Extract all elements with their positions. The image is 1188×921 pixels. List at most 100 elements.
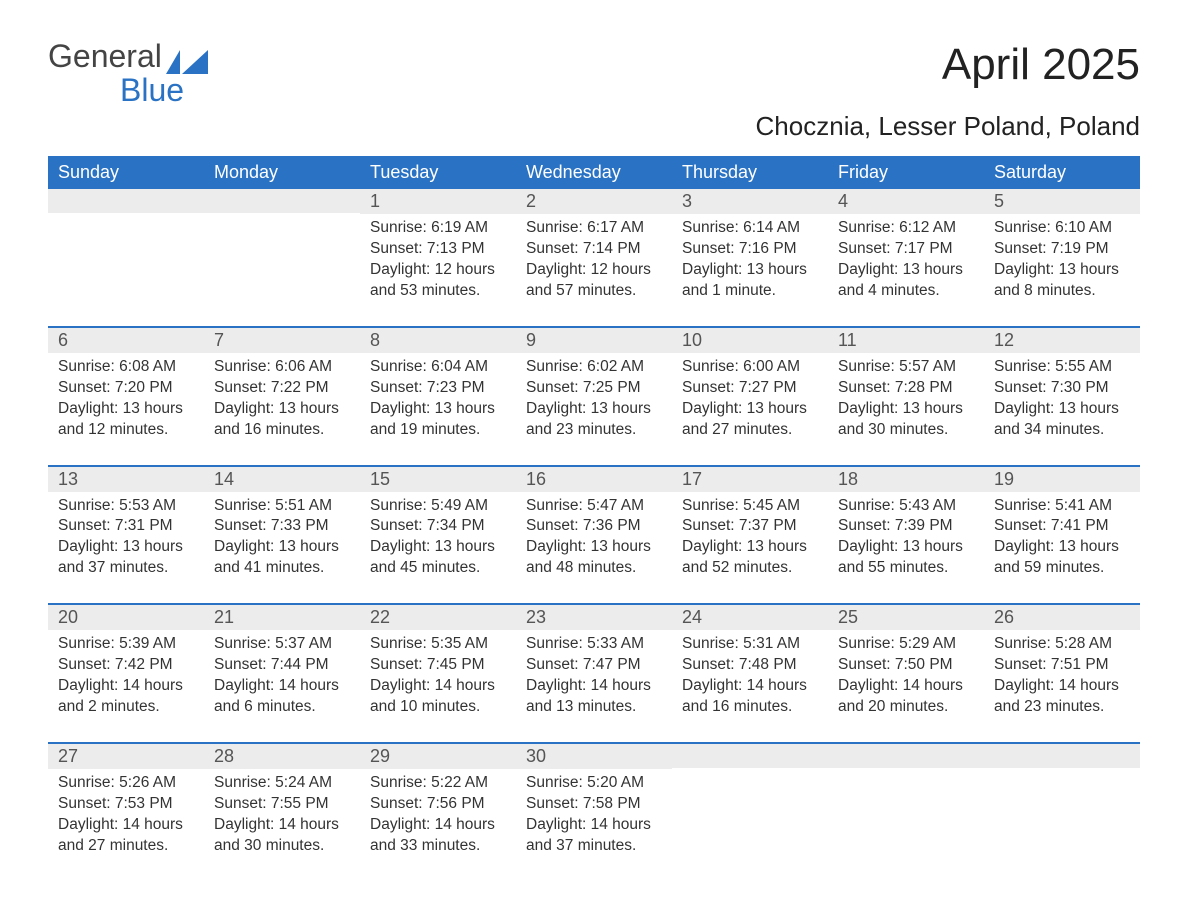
sunrise-text: Sunrise: 5:43 AM: [838, 496, 974, 517]
day-number: 18: [828, 467, 984, 492]
daylight-text: Daylight: 13 hours and 45 minutes.: [370, 537, 506, 579]
day-number: 9: [516, 328, 672, 353]
sunset-text: Sunset: 7:17 PM: [838, 239, 974, 260]
calendar-cell: 19Sunrise: 5:41 AMSunset: 7:41 PMDayligh…: [984, 466, 1140, 605]
calendar-cell: 17Sunrise: 5:45 AMSunset: 7:37 PMDayligh…: [672, 466, 828, 605]
day-number: 15: [360, 467, 516, 492]
sunset-text: Sunset: 7:45 PM: [370, 655, 506, 676]
sunrise-text: Sunrise: 5:35 AM: [370, 634, 506, 655]
sunrise-text: Sunrise: 5:37 AM: [214, 634, 350, 655]
calendar-cell: 11Sunrise: 5:57 AMSunset: 7:28 PMDayligh…: [828, 327, 984, 466]
daylight-text: Daylight: 13 hours and 16 minutes.: [214, 399, 350, 441]
day-body: Sunrise: 5:49 AMSunset: 7:34 PMDaylight:…: [360, 492, 516, 604]
sunset-text: Sunset: 7:16 PM: [682, 239, 818, 260]
logo-word2: Blue: [48, 74, 208, 108]
day-number: 30: [516, 744, 672, 769]
sunset-text: Sunset: 7:39 PM: [838, 516, 974, 537]
sunrise-text: Sunrise: 5:41 AM: [994, 496, 1130, 517]
sunrise-text: Sunrise: 6:00 AM: [682, 357, 818, 378]
sunset-text: Sunset: 7:56 PM: [370, 794, 506, 815]
day-body: Sunrise: 5:33 AMSunset: 7:47 PMDaylight:…: [516, 630, 672, 742]
calendar-cell: 8Sunrise: 6:04 AMSunset: 7:23 PMDaylight…: [360, 327, 516, 466]
sunset-text: Sunset: 7:20 PM: [58, 378, 194, 399]
sunrise-text: Sunrise: 6:08 AM: [58, 357, 194, 378]
day-body: Sunrise: 5:41 AMSunset: 7:41 PMDaylight:…: [984, 492, 1140, 604]
sunrise-text: Sunrise: 6:17 AM: [526, 218, 662, 239]
day-number: [828, 744, 984, 768]
day-body: [984, 768, 1140, 796]
day-body: Sunrise: 6:02 AMSunset: 7:25 PMDaylight:…: [516, 353, 672, 465]
sunset-text: Sunset: 7:13 PM: [370, 239, 506, 260]
day-body: [204, 213, 360, 241]
day-body: Sunrise: 6:00 AMSunset: 7:27 PMDaylight:…: [672, 353, 828, 465]
sunrise-text: Sunrise: 5:20 AM: [526, 773, 662, 794]
day-body: Sunrise: 5:47 AMSunset: 7:36 PMDaylight:…: [516, 492, 672, 604]
day-number: 12: [984, 328, 1140, 353]
day-body: [48, 213, 204, 241]
day-number: 10: [672, 328, 828, 353]
sunrise-text: Sunrise: 5:53 AM: [58, 496, 194, 517]
calendar-cell: 7Sunrise: 6:06 AMSunset: 7:22 PMDaylight…: [204, 327, 360, 466]
logo-top: General: [48, 40, 208, 74]
calendar-week: 27Sunrise: 5:26 AMSunset: 7:53 PMDayligh…: [48, 743, 1140, 881]
daylight-text: Daylight: 13 hours and 19 minutes.: [370, 399, 506, 441]
day-body: Sunrise: 5:55 AMSunset: 7:30 PMDaylight:…: [984, 353, 1140, 465]
day-body: Sunrise: 6:08 AMSunset: 7:20 PMDaylight:…: [48, 353, 204, 465]
calendar-week: 1Sunrise: 6:19 AMSunset: 7:13 PMDaylight…: [48, 189, 1140, 327]
sunset-text: Sunset: 7:36 PM: [526, 516, 662, 537]
sunset-text: Sunset: 7:22 PM: [214, 378, 350, 399]
sunrise-text: Sunrise: 6:12 AM: [838, 218, 974, 239]
sunset-text: Sunset: 7:30 PM: [994, 378, 1130, 399]
calendar-cell: 9Sunrise: 6:02 AMSunset: 7:25 PMDaylight…: [516, 327, 672, 466]
sunset-text: Sunset: 7:25 PM: [526, 378, 662, 399]
day-number: 14: [204, 467, 360, 492]
sunset-text: Sunset: 7:51 PM: [994, 655, 1130, 676]
daylight-text: Daylight: 14 hours and 37 minutes.: [526, 815, 662, 857]
day-number: 5: [984, 189, 1140, 214]
calendar-cell: 6Sunrise: 6:08 AMSunset: 7:20 PMDaylight…: [48, 327, 204, 466]
day-body: Sunrise: 5:26 AMSunset: 7:53 PMDaylight:…: [48, 769, 204, 881]
daylight-text: Daylight: 13 hours and 41 minutes.: [214, 537, 350, 579]
day-number: 25: [828, 605, 984, 630]
calendar-cell: 10Sunrise: 6:00 AMSunset: 7:27 PMDayligh…: [672, 327, 828, 466]
day-number: 2: [516, 189, 672, 214]
day-number: 17: [672, 467, 828, 492]
sunrise-text: Sunrise: 5:57 AM: [838, 357, 974, 378]
day-number: 24: [672, 605, 828, 630]
calendar-cell: 26Sunrise: 5:28 AMSunset: 7:51 PMDayligh…: [984, 604, 1140, 743]
day-number: 23: [516, 605, 672, 630]
day-header: Sunday: [48, 156, 204, 189]
sunrise-text: Sunrise: 6:14 AM: [682, 218, 818, 239]
day-number: 28: [204, 744, 360, 769]
day-body: Sunrise: 5:29 AMSunset: 7:50 PMDaylight:…: [828, 630, 984, 742]
sunset-text: Sunset: 7:47 PM: [526, 655, 662, 676]
daylight-text: Daylight: 13 hours and 34 minutes.: [994, 399, 1130, 441]
day-body: Sunrise: 5:53 AMSunset: 7:31 PMDaylight:…: [48, 492, 204, 604]
day-body: Sunrise: 5:20 AMSunset: 7:58 PMDaylight:…: [516, 769, 672, 881]
sunset-text: Sunset: 7:27 PM: [682, 378, 818, 399]
daylight-text: Daylight: 14 hours and 27 minutes.: [58, 815, 194, 857]
calendar-table: Sunday Monday Tuesday Wednesday Thursday…: [48, 156, 1140, 880]
sunset-text: Sunset: 7:41 PM: [994, 516, 1130, 537]
daylight-text: Daylight: 13 hours and 30 minutes.: [838, 399, 974, 441]
calendar-cell: 23Sunrise: 5:33 AMSunset: 7:47 PMDayligh…: [516, 604, 672, 743]
daylight-text: Daylight: 13 hours and 12 minutes.: [58, 399, 194, 441]
sunset-text: Sunset: 7:33 PM: [214, 516, 350, 537]
sunrise-text: Sunrise: 6:10 AM: [994, 218, 1130, 239]
calendar-cell: [828, 743, 984, 881]
day-body: Sunrise: 5:28 AMSunset: 7:51 PMDaylight:…: [984, 630, 1140, 742]
day-body: Sunrise: 5:43 AMSunset: 7:39 PMDaylight:…: [828, 492, 984, 604]
calendar-cell: [48, 189, 204, 327]
sunrise-text: Sunrise: 5:55 AM: [994, 357, 1130, 378]
calendar-cell: [984, 743, 1140, 881]
logo-flag-icon: [166, 50, 208, 74]
day-number: 19: [984, 467, 1140, 492]
calendar-body: 1Sunrise: 6:19 AMSunset: 7:13 PMDaylight…: [48, 189, 1140, 880]
daylight-text: Daylight: 13 hours and 59 minutes.: [994, 537, 1130, 579]
calendar-cell: 5Sunrise: 6:10 AMSunset: 7:19 PMDaylight…: [984, 189, 1140, 327]
logo: General Blue: [48, 40, 208, 107]
day-body: Sunrise: 6:12 AMSunset: 7:17 PMDaylight:…: [828, 214, 984, 326]
sunrise-text: Sunrise: 5:26 AM: [58, 773, 194, 794]
day-number: 13: [48, 467, 204, 492]
daylight-text: Daylight: 14 hours and 16 minutes.: [682, 676, 818, 718]
